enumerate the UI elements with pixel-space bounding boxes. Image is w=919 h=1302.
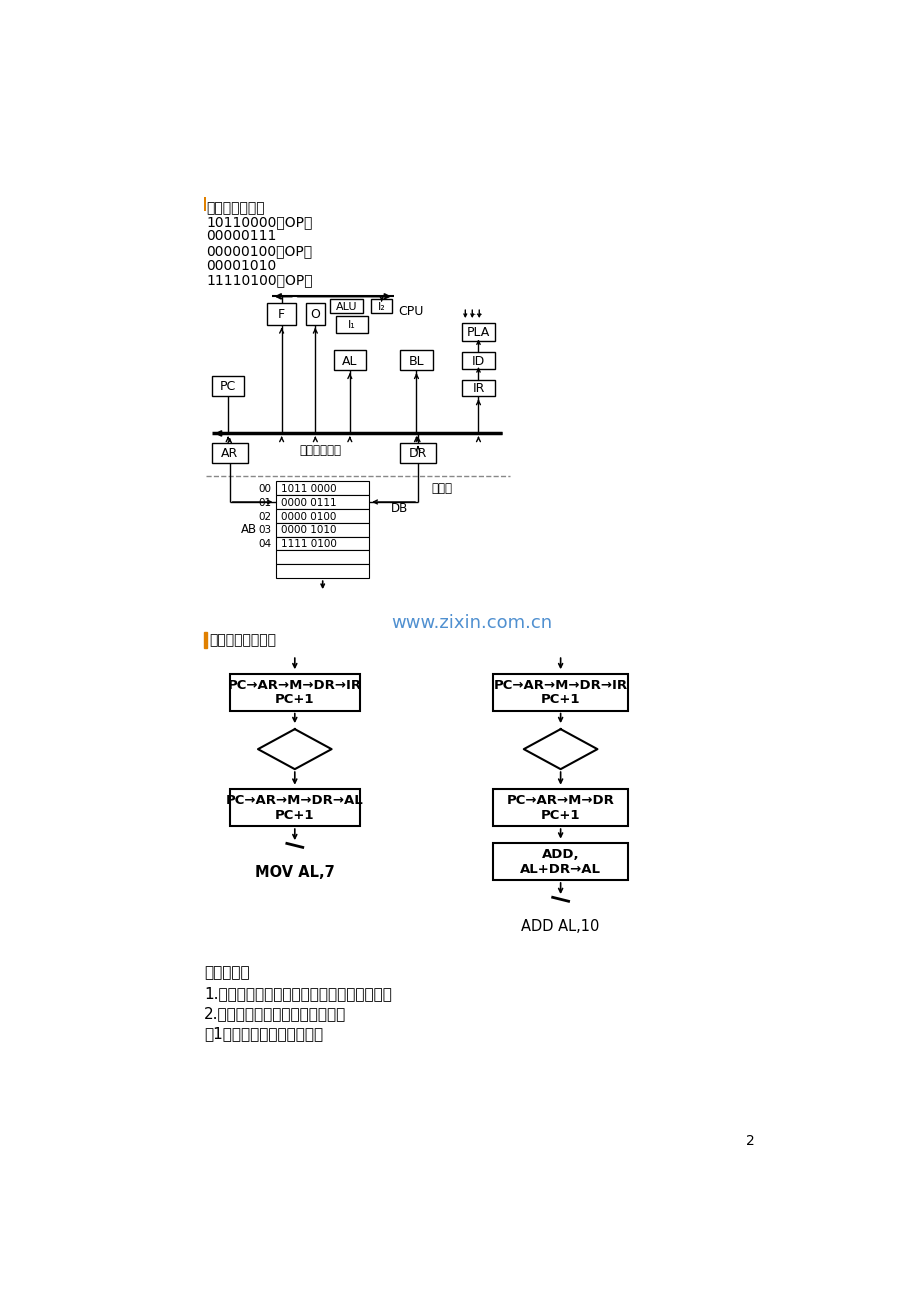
- Text: 00: 00: [258, 484, 271, 493]
- Text: www.zixin.com.cn: www.zixin.com.cn: [391, 613, 551, 631]
- Text: 1111 0100: 1111 0100: [280, 539, 336, 549]
- Bar: [267, 303, 296, 326]
- Text: 指令的机器码：: 指令的机器码：: [206, 201, 265, 215]
- Text: ADD AL,10: ADD AL,10: [521, 918, 599, 934]
- Text: 存储器: 存储器: [431, 482, 452, 495]
- Bar: [276, 523, 369, 536]
- Bar: [211, 376, 244, 396]
- Text: ADD,: ADD,: [541, 848, 579, 861]
- Text: PLA: PLA: [466, 326, 490, 339]
- Bar: [335, 315, 368, 332]
- Text: DB: DB: [391, 503, 408, 516]
- Text: 2.　常用的名词术语和二进制编码: 2. 常用的名词术语和二进制编码: [204, 1006, 346, 1021]
- Text: F: F: [278, 309, 285, 322]
- Bar: [330, 299, 363, 314]
- Text: AB: AB: [241, 523, 257, 535]
- Bar: [230, 673, 359, 711]
- Text: 指令周期流程图：: 指令周期流程图：: [210, 633, 277, 647]
- Text: 内部数据总线: 内部数据总线: [299, 444, 341, 457]
- Text: 11110100（OP）: 11110100（OP）: [206, 273, 312, 288]
- Text: ...: ...: [472, 307, 483, 316]
- Text: AR: AR: [221, 447, 238, 460]
- Text: 02: 02: [258, 512, 271, 522]
- Bar: [204, 631, 207, 647]
- Text: PC→AR→M→DR→IR: PC→AR→M→DR→IR: [493, 678, 627, 691]
- Text: 00000100（OP）: 00000100（OP）: [206, 243, 312, 258]
- Bar: [461, 380, 494, 397]
- Bar: [370, 299, 392, 314]
- Text: 04: 04: [258, 539, 271, 549]
- Text: PC→AR→M→DR→AL: PC→AR→M→DR→AL: [226, 794, 363, 807]
- Text: 00000111: 00000111: [206, 229, 277, 243]
- Bar: [276, 482, 369, 495]
- Bar: [230, 789, 359, 827]
- Text: PC+1: PC+1: [540, 694, 580, 707]
- Text: CPU: CPU: [397, 305, 423, 318]
- Text: ID: ID: [471, 354, 484, 367]
- Text: PC→AR→M→DR→IR: PC→AR→M→DR→IR: [228, 678, 361, 691]
- Bar: [276, 536, 369, 551]
- Bar: [461, 352, 494, 368]
- Text: BL: BL: [408, 354, 424, 367]
- Bar: [305, 303, 324, 326]
- Text: IR: IR: [471, 383, 484, 396]
- Bar: [461, 323, 494, 341]
- Bar: [493, 673, 628, 711]
- Text: I₁: I₁: [348, 320, 356, 329]
- Bar: [276, 509, 369, 523]
- Bar: [493, 789, 628, 827]
- Text: （1）　位、字节、字及字长: （1） 位、字节、字及字长: [204, 1026, 323, 1042]
- Text: 基本概念：: 基本概念：: [204, 965, 249, 979]
- Text: I₂: I₂: [378, 302, 385, 312]
- Text: AL: AL: [342, 354, 357, 367]
- Bar: [211, 443, 247, 462]
- Text: 0000 0100: 0000 0100: [280, 512, 335, 522]
- Text: 03: 03: [258, 526, 271, 535]
- Text: O: O: [310, 309, 320, 322]
- Bar: [204, 197, 206, 211]
- Text: ALU: ALU: [335, 302, 357, 312]
- Text: MOV AL,7: MOV AL,7: [255, 865, 335, 880]
- Bar: [400, 443, 436, 462]
- Text: 1.　微处理器、微型计算机、微型计算机系统: 1. 微处理器、微型计算机、微型计算机系统: [204, 987, 391, 1001]
- Text: PC+1: PC+1: [275, 809, 314, 822]
- Text: 1011 0000: 1011 0000: [280, 484, 336, 493]
- Bar: [276, 564, 369, 578]
- Text: PC: PC: [220, 380, 236, 393]
- Text: 01: 01: [258, 497, 271, 508]
- Text: AL+DR→AL: AL+DR→AL: [519, 863, 600, 876]
- Bar: [493, 844, 628, 880]
- Text: 0000 0111: 0000 0111: [280, 497, 336, 508]
- Text: 2: 2: [745, 1134, 754, 1148]
- Bar: [334, 350, 366, 370]
- Text: PC+1: PC+1: [275, 694, 314, 707]
- Text: DR: DR: [408, 447, 426, 460]
- Bar: [276, 495, 369, 509]
- Text: PC+1: PC+1: [540, 809, 580, 822]
- Text: 00001010: 00001010: [206, 259, 277, 272]
- Text: PC→AR→M→DR: PC→AR→M→DR: [506, 794, 614, 807]
- Text: 10110000（OP）: 10110000（OP）: [206, 215, 312, 229]
- Bar: [276, 551, 369, 564]
- Text: 0000 1010: 0000 1010: [280, 526, 336, 535]
- Bar: [400, 350, 432, 370]
